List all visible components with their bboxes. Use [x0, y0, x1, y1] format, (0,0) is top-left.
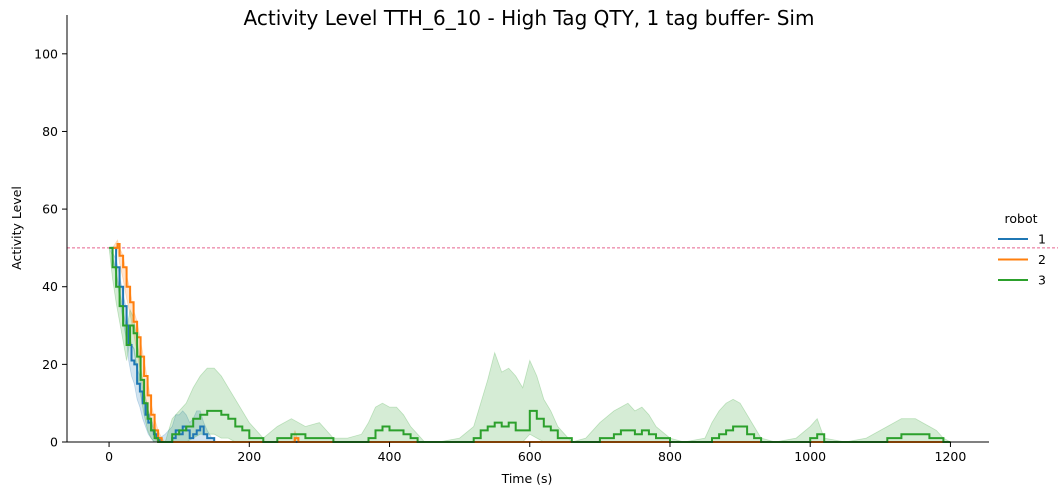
y-tick-label: 20 — [42, 357, 58, 372]
y-tick-label: 40 — [42, 279, 58, 294]
y-ticks: 0 20 40 60 80 100 — [34, 46, 67, 450]
x-tick-label: 800 — [658, 449, 682, 464]
legend-items: 1 2 3 — [998, 232, 1046, 288]
chart-title: Activity Level TTH_6_10 - High Tag QTY, … — [244, 6, 815, 30]
y-tick-label: 100 — [34, 46, 58, 61]
x-tick-label: 1000 — [794, 449, 826, 464]
legend-title: robot — [1005, 211, 1038, 226]
x-tick-label: 200 — [237, 449, 261, 464]
x-tick-label: 0 — [105, 449, 113, 464]
y-axis-label: Activity Level — [9, 186, 24, 270]
legend: robot 1 2 3 — [998, 211, 1046, 288]
axes — [66, 15, 989, 443]
series-2-confidence-band — [111, 239, 951, 443]
x-tick-label: 1200 — [935, 449, 967, 464]
x-axis-label: Time (s) — [501, 471, 553, 486]
y-tick-label: 80 — [42, 124, 58, 139]
legend-label-2: 2 — [1038, 252, 1046, 267]
x-tick-label: 400 — [378, 449, 402, 464]
legend-label-1: 1 — [1038, 232, 1046, 247]
legend-label-3: 3 — [1038, 273, 1046, 288]
x-tick-label: 600 — [518, 449, 542, 464]
y-tick-label: 60 — [42, 202, 58, 217]
y-tick-label: 0 — [50, 435, 58, 450]
x-ticks: 0 200 400 600 800 1000 1200 — [105, 442, 966, 464]
